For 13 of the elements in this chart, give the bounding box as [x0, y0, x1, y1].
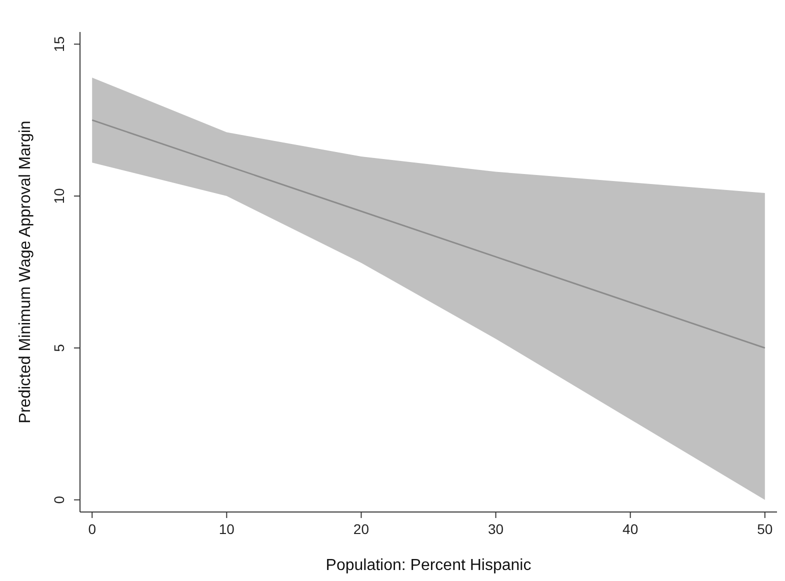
x-tick-label: 30	[488, 521, 504, 537]
y-tick-label: 15	[51, 36, 67, 52]
y-axis-title: Predicted Minimum Wage Approval Margin	[17, 120, 34, 424]
y-tick-label: 10	[51, 188, 67, 204]
y-tick-label: 0	[51, 496, 67, 504]
y-tick-label: 5	[51, 344, 67, 352]
x-tick-label: 10	[218, 521, 235, 537]
x-tick-label: 0	[88, 521, 96, 537]
x-tick-label: 50	[757, 521, 773, 537]
x-axis-title: Population: Percent Hispanic	[326, 557, 532, 574]
line-series	[91, 119, 766, 349]
x-tick-label: 20	[353, 521, 370, 537]
x-tick-label: 40	[622, 521, 638, 537]
